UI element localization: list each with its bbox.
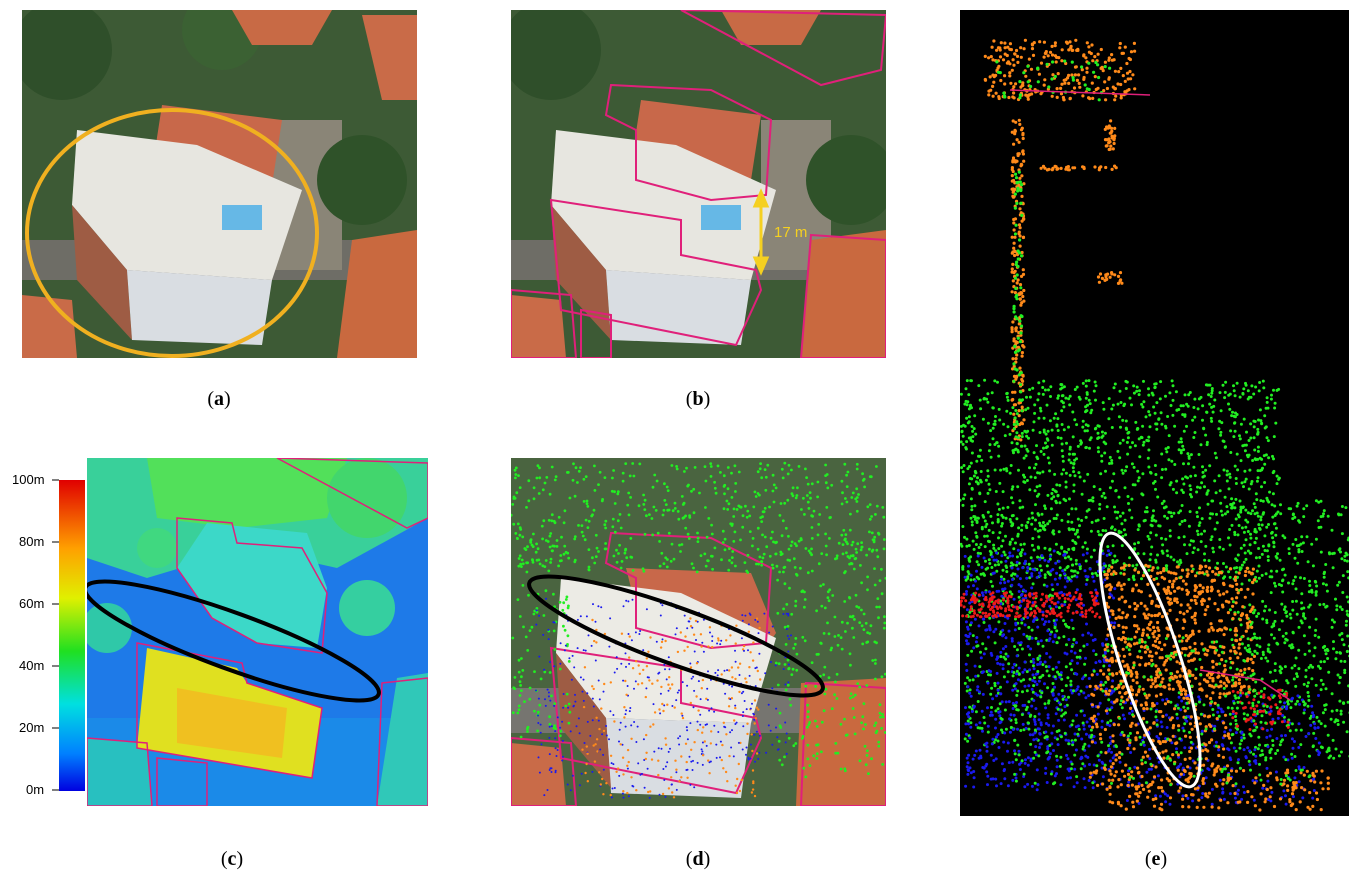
caption-c: (c) (202, 848, 262, 871)
panel-a-aerial-image (22, 10, 417, 358)
panel-c-height-map (87, 458, 428, 806)
colorbar-tick-marks (48, 478, 60, 798)
colorbar-tick-40: 40m (19, 658, 44, 673)
colorbar-tick-0: 0m (26, 782, 44, 797)
panel-d-aerial-with-points (511, 458, 886, 806)
caption-d: (d) (668, 848, 728, 871)
colorbar-tick-80: 80m (19, 534, 44, 549)
caption-e: (e) (1126, 848, 1186, 871)
height-colorbar (59, 480, 85, 791)
panel-b-aerial-image-with-outlines: 17 m (511, 10, 886, 358)
colorbar-tick-100: 100m (12, 472, 45, 487)
panel-e-point-cloud (960, 10, 1349, 816)
height-measure-label: 17 m (774, 224, 807, 241)
colorbar-tick-20: 20m (19, 720, 44, 735)
caption-a: (a) (189, 388, 249, 411)
caption-b: (b) (668, 388, 728, 411)
colorbar-tick-60: 60m (19, 596, 44, 611)
